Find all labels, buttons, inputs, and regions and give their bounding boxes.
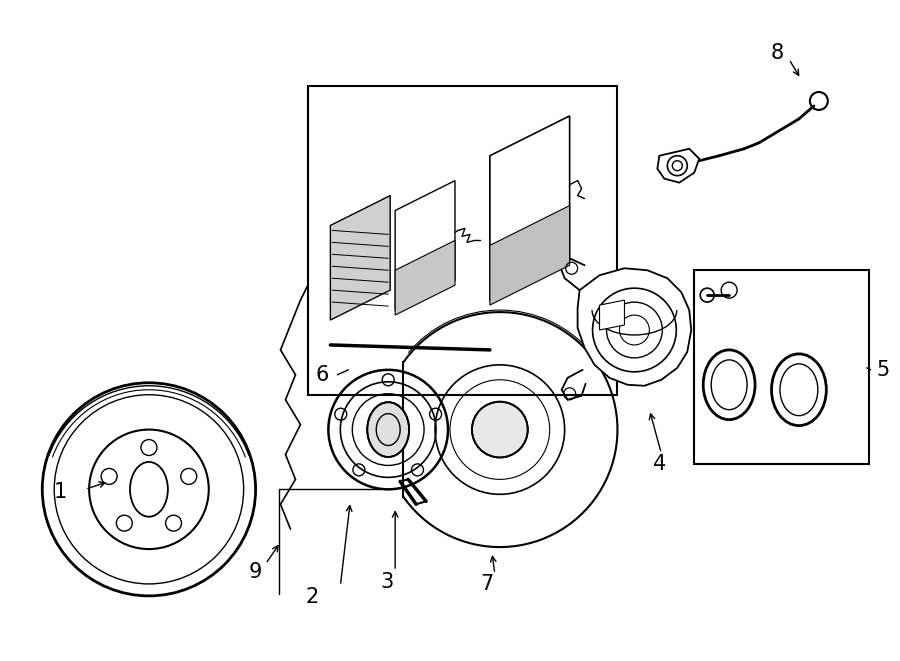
Text: 9: 9 (248, 562, 262, 582)
Polygon shape (599, 300, 625, 330)
Text: 4: 4 (653, 454, 667, 475)
Text: 7: 7 (480, 574, 493, 594)
Polygon shape (578, 268, 691, 386)
Polygon shape (395, 180, 455, 310)
Polygon shape (330, 196, 391, 320)
Text: 5: 5 (877, 360, 890, 380)
Text: 2: 2 (305, 587, 319, 607)
Text: 1: 1 (53, 483, 67, 502)
Polygon shape (395, 241, 455, 315)
Polygon shape (490, 206, 570, 305)
Polygon shape (490, 116, 570, 300)
Ellipse shape (367, 402, 410, 457)
Bar (694, 270, 868, 465)
Text: 3: 3 (380, 572, 393, 592)
Text: 6: 6 (315, 365, 328, 385)
Circle shape (472, 402, 527, 457)
Circle shape (672, 161, 682, 171)
Text: 8: 8 (771, 43, 784, 63)
Bar (309, 86, 617, 395)
Polygon shape (657, 149, 699, 182)
